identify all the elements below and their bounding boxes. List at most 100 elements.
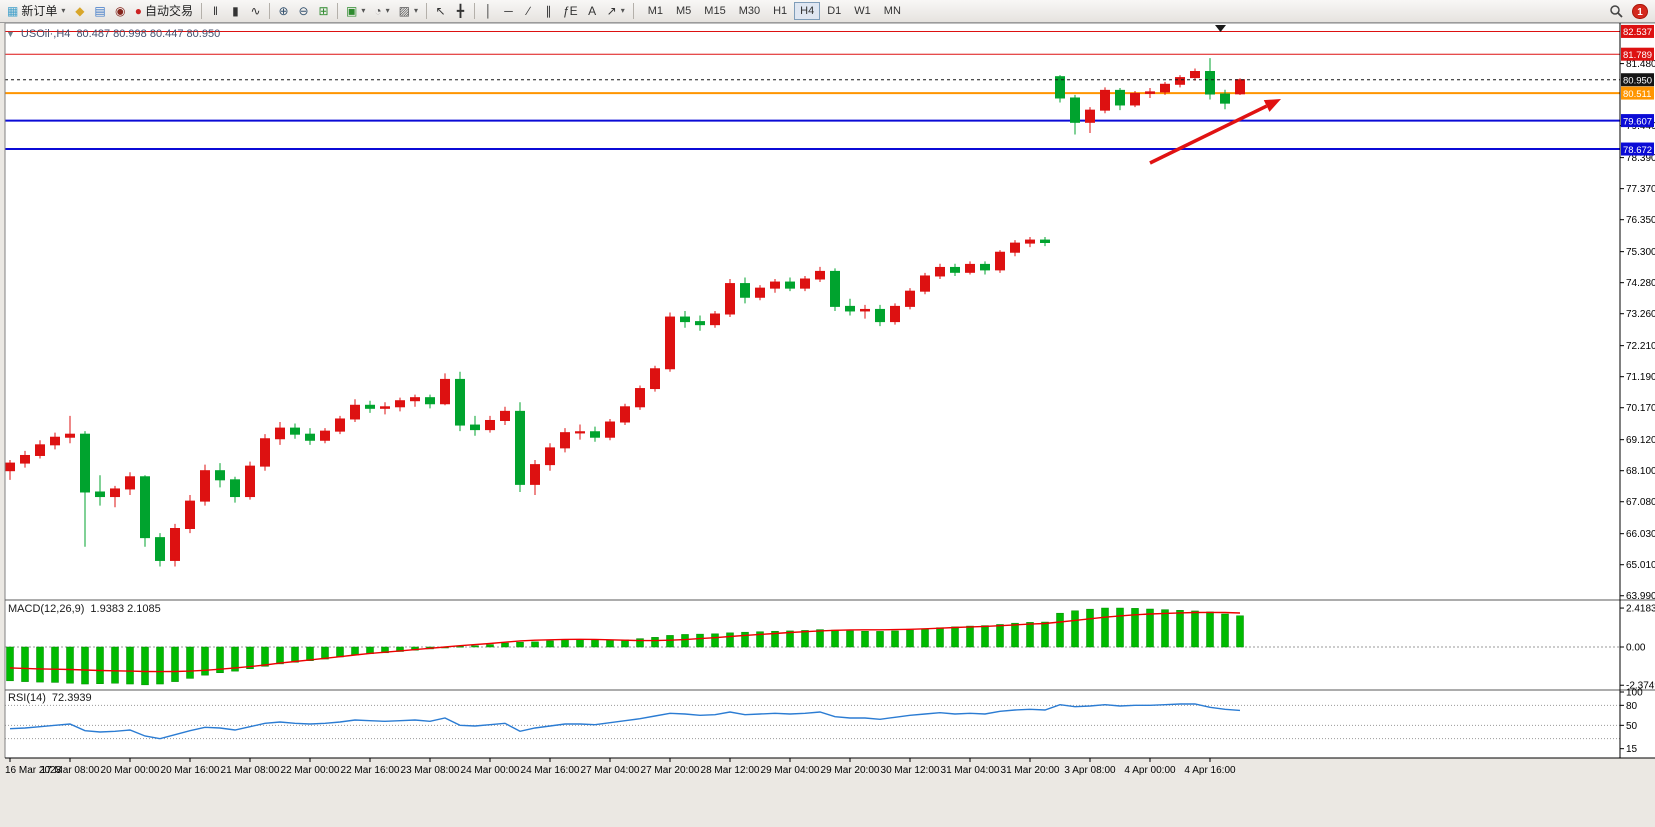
timeframe-m5[interactable]: M5 bbox=[676, 5, 692, 17]
arrows-tool-button[interactable]: ↗ ▾ bbox=[603, 2, 629, 21]
new-order-button[interactable]: ▦ 新订单 ▾ bbox=[3, 2, 69, 21]
svg-text:20 Mar 16:00: 20 Mar 16:00 bbox=[161, 765, 220, 776]
channel-button[interactable]: ∥ bbox=[539, 2, 558, 21]
svg-text:78.672: 78.672 bbox=[1623, 145, 1652, 156]
price-tag: 81.789 bbox=[1621, 47, 1654, 61]
svg-text:28 Mar 12:00: 28 Mar 12:00 bbox=[701, 765, 760, 776]
svg-text:68.100: 68.100 bbox=[1626, 466, 1655, 477]
svg-text:71.190: 71.190 bbox=[1626, 372, 1655, 383]
svg-text:27 Mar 04:00: 27 Mar 04:00 bbox=[581, 765, 640, 776]
svg-text:50: 50 bbox=[1626, 721, 1638, 732]
svg-text:76.350: 76.350 bbox=[1626, 215, 1655, 226]
candle bbox=[50, 436, 60, 446]
rsi-value: 72.3939 bbox=[51, 692, 92, 704]
timeframe-mn[interactable]: MN bbox=[883, 5, 901, 17]
price-axis[interactable]: 81.48079.44078.39077.37076.35075.30074.2… bbox=[1620, 24, 1655, 755]
candle bbox=[530, 464, 540, 485]
profiles-button[interactable]: ◔ ▾ bbox=[370, 2, 393, 21]
chart-window[interactable]: 81.48079.44078.39077.37076.35075.30074.2… bbox=[0, 23, 1655, 827]
candle bbox=[95, 491, 105, 498]
trend-arrow-annotation[interactable] bbox=[1149, 99, 1281, 165]
svg-text:80.511: 80.511 bbox=[1623, 89, 1651, 100]
candle bbox=[320, 430, 330, 441]
candle bbox=[230, 479, 240, 498]
candle bbox=[1205, 71, 1215, 95]
svg-text:77.370: 77.370 bbox=[1626, 184, 1655, 195]
candle bbox=[635, 388, 645, 408]
candle bbox=[20, 454, 30, 464]
zoom-out-icon: ⊖ bbox=[298, 4, 309, 18]
svg-text:69.120: 69.120 bbox=[1626, 435, 1655, 446]
timeframe-m15[interactable]: M15 bbox=[704, 5, 726, 17]
svg-text:0.00: 0.00 bbox=[1626, 643, 1646, 654]
auto-trading-button[interactable]: ● 自动交易 bbox=[131, 2, 197, 21]
toolbar-separator bbox=[473, 3, 475, 19]
search-button[interactable] bbox=[1605, 2, 1627, 21]
horizontal-lines-layer[interactable] bbox=[5, 30, 1620, 151]
cursor-icon: ↖ bbox=[435, 4, 446, 18]
rsi-panel bbox=[5, 703, 1620, 740]
svg-text:73.260: 73.260 bbox=[1626, 309, 1655, 320]
candle bbox=[485, 419, 495, 431]
chart-shift-button[interactable]: ▨ ▾ bbox=[395, 2, 422, 21]
new-chart-button[interactable]: ▣ ▾ bbox=[342, 2, 369, 21]
timeframe-m1[interactable]: M1 bbox=[647, 5, 664, 17]
crosshair-button[interactable]: ╋ bbox=[451, 2, 470, 21]
tile-windows-button[interactable]: ⊞ bbox=[314, 2, 333, 21]
svg-text:4 Apr 00:00: 4 Apr 00:00 bbox=[1124, 765, 1176, 776]
candle bbox=[800, 278, 810, 289]
toolbar-buttons: ▦ 新订单 ▾ ◆ ▤ ◉ ● 自动交易 ‖ ▮ ∿ ⊕ ⊖ ⊞ ▣ ▾ ◔ ▾ ▨ ▾ ↖ ╋ │ ─ ∕ ∥ ƒE A ↗ ▾ bbox=[3, 2, 637, 21]
svg-text:31 Mar 20:00: 31 Mar 20:00 bbox=[1001, 765, 1060, 776]
toolbar-separator bbox=[200, 3, 202, 19]
candle bbox=[1235, 79, 1245, 95]
zoom-in-button[interactable]: ⊕ bbox=[274, 2, 293, 21]
candle bbox=[260, 438, 270, 467]
candle bbox=[500, 410, 510, 421]
data-window-icon: ◉ bbox=[114, 4, 126, 18]
timeframe-m30[interactable]: M30 bbox=[738, 5, 761, 17]
auto-trading-icon: ● bbox=[134, 4, 142, 18]
cursor-button[interactable]: ↖ bbox=[431, 2, 450, 21]
toolbar-separator bbox=[268, 3, 270, 19]
text-label-button[interactable]: A bbox=[583, 2, 602, 21]
candle bbox=[1085, 109, 1095, 123]
auto-trading-button-label: 自动交易 bbox=[144, 4, 193, 18]
svg-text:22 Mar 00:00: 22 Mar 00:00 bbox=[281, 765, 340, 776]
favorites-button[interactable]: ◆ bbox=[70, 2, 89, 21]
candle bbox=[515, 410, 525, 485]
timeframe-h4[interactable]: H4 bbox=[794, 2, 821, 20]
candle bbox=[905, 290, 915, 307]
timeframe-h1[interactable]: H1 bbox=[773, 5, 788, 17]
candle bbox=[440, 378, 450, 405]
candlestick-chart-button[interactable]: ▮ bbox=[226, 2, 245, 21]
zoom-out-button[interactable]: ⊖ bbox=[294, 2, 313, 21]
chart-canvas[interactable]: 81.48079.44078.39077.37076.35075.30074.2… bbox=[0, 23, 1655, 827]
timeframe-d1[interactable]: D1 bbox=[827, 5, 842, 17]
svg-text:24 Mar 00:00: 24 Mar 00:00 bbox=[461, 765, 520, 776]
timeframe-w1[interactable]: W1 bbox=[854, 5, 871, 17]
candle bbox=[575, 431, 585, 434]
trendline-button[interactable]: ∕ bbox=[519, 2, 538, 21]
svg-text:81.789: 81.789 bbox=[1623, 50, 1652, 61]
svg-text:4 Apr 16:00: 4 Apr 16:00 bbox=[1184, 765, 1236, 776]
macd-values: 1.9383 2.1085 bbox=[90, 603, 161, 615]
candles-layer bbox=[5, 58, 1245, 567]
notification-badge[interactable]: 1 bbox=[1632, 3, 1648, 19]
bar-chart-button[interactable]: ‖ bbox=[206, 2, 225, 21]
macd-panel bbox=[5, 607, 1620, 686]
market-watch-button[interactable]: ▤ bbox=[90, 2, 109, 21]
line-chart-button[interactable]: ∿ bbox=[246, 2, 265, 21]
svg-text:82.537: 82.537 bbox=[1623, 27, 1652, 38]
vertical-line-button[interactable]: │ bbox=[479, 2, 498, 21]
candle bbox=[110, 488, 120, 498]
candle bbox=[680, 316, 690, 323]
svg-text:20 Mar 00:00: 20 Mar 00:00 bbox=[101, 765, 160, 776]
horizontal-line-button[interactable]: ─ bbox=[499, 2, 518, 21]
candle bbox=[785, 281, 795, 289]
trendline-icon: ∕ bbox=[527, 4, 530, 18]
data-window-button[interactable]: ◉ bbox=[111, 2, 130, 21]
fibonacci-button[interactable]: ƒE bbox=[559, 2, 582, 21]
svg-text:70.170: 70.170 bbox=[1626, 403, 1655, 414]
